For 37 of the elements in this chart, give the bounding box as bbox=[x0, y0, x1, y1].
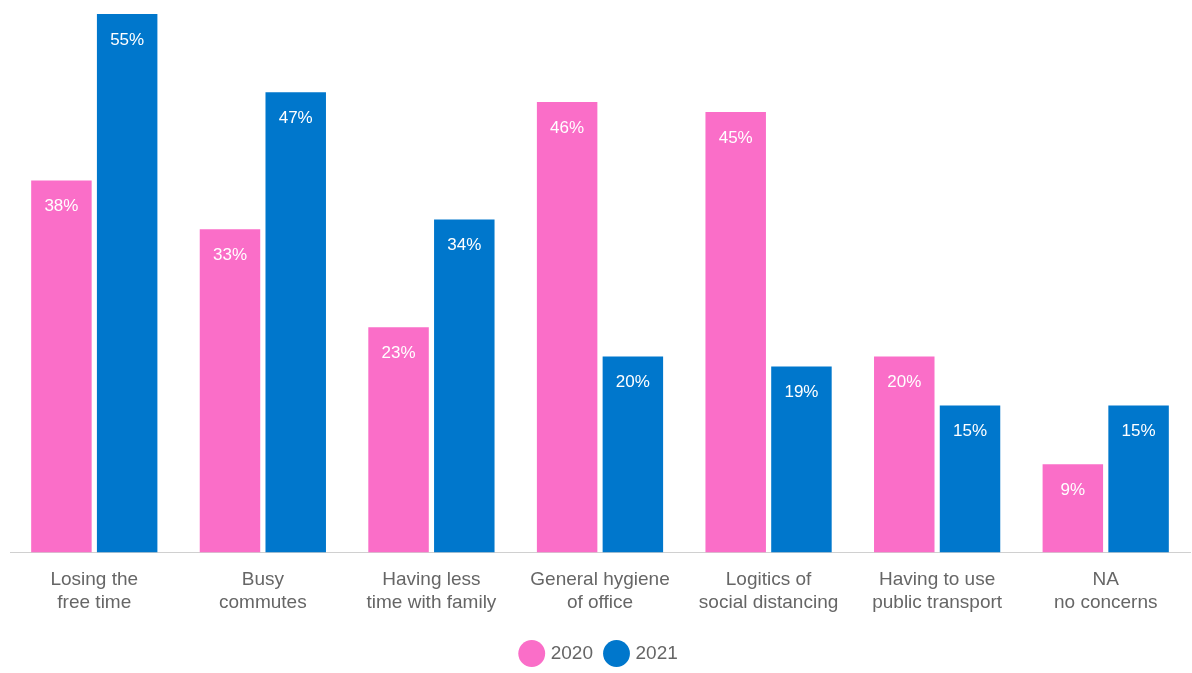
x-tick-label: Having less time with family bbox=[366, 568, 497, 612]
data-label: 33% bbox=[212, 245, 247, 265]
data-label: 20% bbox=[615, 372, 650, 392]
bar bbox=[96, 14, 158, 553]
bar bbox=[939, 405, 1001, 553]
x-tick-label: Busy commutes bbox=[219, 568, 307, 612]
legend-label: 2021 bbox=[635, 641, 678, 663]
data-label: 20% bbox=[887, 372, 922, 392]
bar bbox=[368, 327, 429, 553]
bar bbox=[265, 92, 326, 553]
data-label: 45% bbox=[718, 127, 753, 147]
bar bbox=[771, 366, 832, 553]
data-label: 19% bbox=[784, 382, 819, 402]
bar bbox=[705, 111, 766, 553]
bar bbox=[1042, 464, 1104, 553]
bar bbox=[31, 180, 92, 553]
data-label: 15% bbox=[953, 421, 988, 441]
x-tick-label: NA no concerns bbox=[1053, 568, 1158, 612]
bar bbox=[536, 102, 598, 553]
data-label: 46% bbox=[550, 117, 585, 137]
bar bbox=[1108, 405, 1169, 553]
x-tick-label: Logitics of social distancing bbox=[698, 568, 839, 612]
legend-label: 2020 bbox=[550, 641, 594, 663]
data-label: 34% bbox=[447, 235, 482, 255]
bar bbox=[874, 356, 935, 553]
data-label: 38% bbox=[44, 196, 79, 216]
x-tick-label: General hygiene of office bbox=[530, 568, 670, 612]
x-tick-label: Having to use public transport bbox=[872, 568, 1003, 612]
x-tick-label: Losing the free time bbox=[50, 568, 139, 612]
data-label: 23% bbox=[381, 342, 416, 362]
bar bbox=[434, 219, 495, 553]
data-label: 47% bbox=[278, 108, 313, 127]
data-label: 55% bbox=[110, 29, 145, 49]
data-label: 15% bbox=[1121, 421, 1156, 441]
bar bbox=[602, 356, 664, 553]
bar bbox=[199, 229, 261, 553]
data-label: 9% bbox=[1060, 479, 1086, 499]
